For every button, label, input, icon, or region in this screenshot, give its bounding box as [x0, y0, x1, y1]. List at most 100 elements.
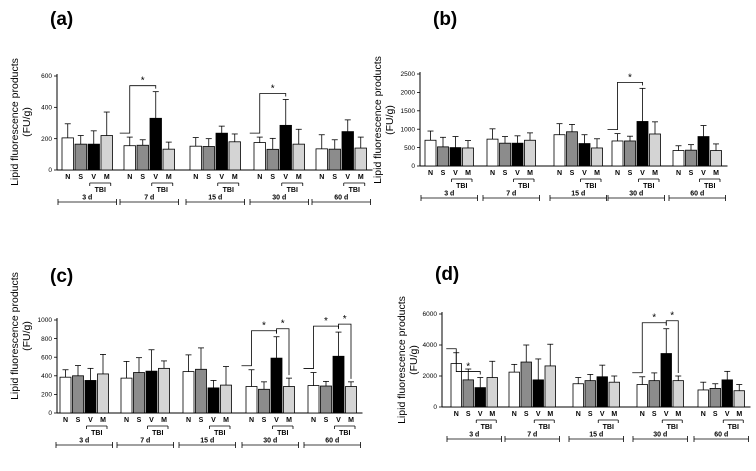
- chart-panel-2: (b) Lipid fluorescence products(FU/g) 0 500…: [372, 9, 728, 201]
- bar-V: [270, 357, 283, 414]
- y-tick-label: 400: [41, 105, 52, 112]
- category-label: V: [536, 411, 541, 418]
- panel-label: (a): [50, 9, 73, 30]
- y-tick-label: 2500: [401, 71, 416, 78]
- category-label: N: [557, 170, 562, 177]
- category-label: M: [166, 174, 172, 181]
- bar-S: [624, 140, 636, 167]
- tbi-label: TBI: [152, 430, 163, 437]
- bar-S: [72, 375, 84, 414]
- category-label: N: [701, 411, 706, 418]
- bar-S: [648, 380, 660, 408]
- category-label: S: [524, 411, 529, 418]
- bar-S: [566, 131, 578, 167]
- tbi-label: TBI: [277, 430, 288, 437]
- significance-star: *: [670, 311, 674, 322]
- category-label: N: [576, 411, 581, 418]
- bar-N: [182, 371, 195, 414]
- category-label: V: [283, 174, 288, 181]
- chart-panel-3: (c) Lipid fluorescence products(FU/g) 0 200…: [9, 266, 363, 448]
- category-label: S: [78, 174, 83, 181]
- category-label: V: [274, 417, 279, 424]
- category-label: S: [199, 417, 204, 424]
- y-axis-label: Lipid fluorescence products(FU/g): [372, 56, 396, 184]
- bar-V: [596, 376, 608, 408]
- y-tick-label: 0: [411, 163, 415, 170]
- bar-S: [133, 372, 145, 414]
- significance-bracket: [249, 93, 287, 134]
- category-label: V: [701, 170, 706, 177]
- category-label: N: [676, 170, 681, 177]
- bar-M: [158, 367, 170, 414]
- category-label: V: [600, 411, 605, 418]
- bar-V: [207, 387, 220, 414]
- bar-S: [258, 388, 270, 414]
- category-label: S: [332, 174, 337, 181]
- chart-panel-1: (a) Lipid fluorescence products(FU/g) 0 200…: [9, 9, 373, 205]
- category-label: M: [358, 174, 364, 181]
- category-label: M: [611, 411, 617, 418]
- bar-V: [87, 143, 100, 171]
- tbi-label: TBI: [456, 183, 467, 190]
- category-label: N: [640, 411, 645, 418]
- bar-V: [332, 355, 345, 414]
- category-label: M: [736, 411, 742, 418]
- bar-M: [292, 143, 305, 171]
- category-label: N: [257, 174, 262, 181]
- y-tick-label: 6000: [423, 311, 438, 318]
- y-axis-label: Lipid fluorescence products(FU/g): [9, 272, 33, 400]
- bar-M: [97, 373, 109, 414]
- bar-N: [424, 139, 437, 167]
- bar-N: [120, 377, 133, 414]
- group-label: 3 d: [444, 191, 454, 198]
- y-tick-label: 2000: [423, 373, 438, 380]
- y-tick-label: 0: [433, 404, 437, 411]
- significance-star: *: [652, 313, 656, 324]
- group-label: 3 d: [469, 432, 479, 439]
- category-label: S: [588, 411, 593, 418]
- tbi-label: TBI: [704, 183, 715, 190]
- category-label: S: [689, 170, 694, 177]
- tbi-label: TBI: [95, 187, 106, 194]
- tbi-label: TBI: [585, 183, 596, 190]
- category-label: V: [515, 170, 520, 177]
- y-tick-label: 0: [48, 167, 52, 174]
- bar-V: [578, 143, 591, 167]
- bar-N: [61, 137, 74, 171]
- bar-M: [486, 377, 498, 408]
- bar-N: [315, 148, 328, 171]
- significance-star: *: [271, 84, 275, 95]
- category-label: V: [91, 174, 96, 181]
- category-label: M: [465, 170, 471, 177]
- category-label: S: [652, 411, 657, 418]
- y-axis-label-line2: (FU/g): [21, 321, 33, 351]
- group-label: 60 d: [325, 438, 339, 445]
- tbi-label: TBI: [157, 187, 168, 194]
- bar-S: [709, 387, 721, 408]
- y-tick-label: 4000: [423, 342, 438, 349]
- significance-bracket: [665, 320, 679, 373]
- category-label: N: [428, 170, 433, 177]
- category-label: N: [249, 417, 254, 424]
- y-tick-label: 500: [404, 145, 415, 152]
- bar-S: [195, 368, 207, 414]
- category-label: M: [547, 411, 553, 418]
- category-label: S: [713, 411, 718, 418]
- category-label: M: [161, 417, 167, 424]
- bar-V: [149, 117, 162, 171]
- bar-S: [520, 361, 532, 408]
- category-label: S: [140, 174, 145, 181]
- bar-M: [354, 147, 367, 171]
- bar-V: [511, 142, 524, 167]
- category-label: M: [713, 170, 719, 177]
- y-axis-label-line1: Lipid fluorescence products: [9, 58, 21, 186]
- bar-M: [591, 147, 603, 167]
- y-tick-label: 800: [41, 336, 52, 343]
- bar-M: [672, 380, 684, 408]
- category-label: N: [512, 411, 517, 418]
- category-label: V: [664, 411, 669, 418]
- bar-V: [449, 147, 462, 167]
- y-tick-label: 1500: [401, 108, 416, 115]
- y-tick-label: 1000: [38, 317, 53, 324]
